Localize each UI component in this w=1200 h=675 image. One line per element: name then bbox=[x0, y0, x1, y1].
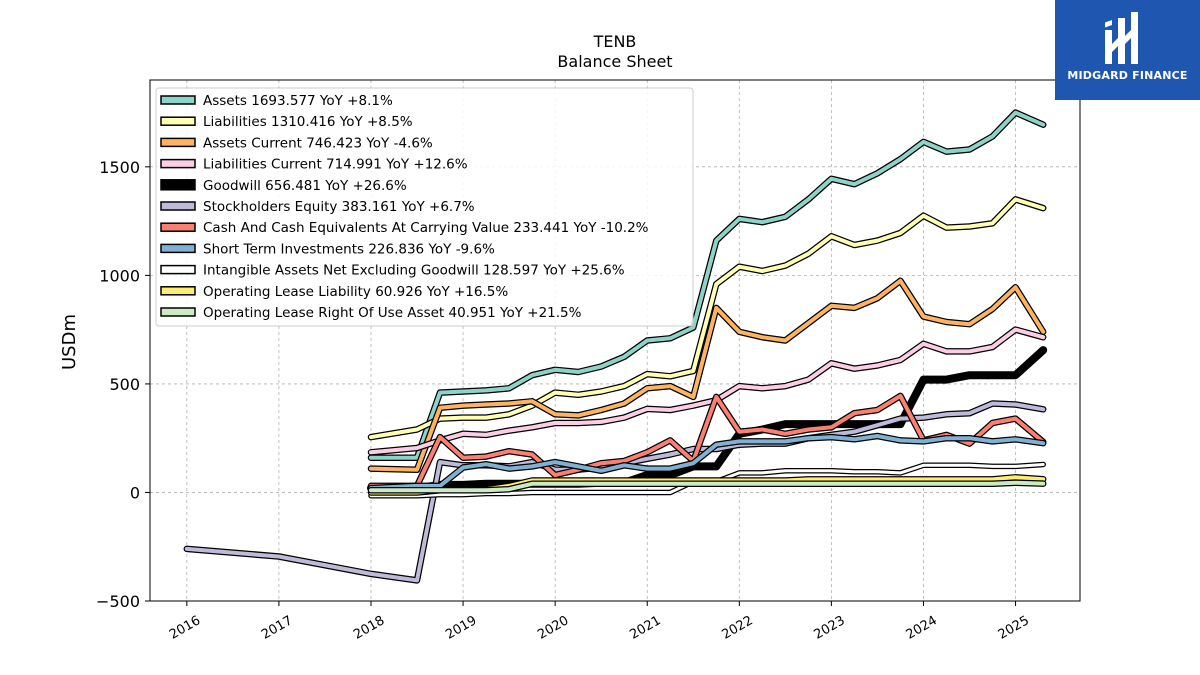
legend-label: Operating Lease Liability 60.926 YoY +16… bbox=[203, 284, 508, 300]
x-tick-label: 2022 bbox=[719, 613, 755, 643]
legend-label: Operating Lease Right Of Use Asset 40.95… bbox=[203, 305, 582, 321]
series-line bbox=[367, 277, 1047, 473]
series-line-fill bbox=[369, 110, 1046, 460]
series-line bbox=[367, 196, 1047, 441]
legend-label: Liabilities Current 714.991 YoY +12.6% bbox=[203, 157, 468, 173]
series-layer bbox=[183, 109, 1048, 584]
y-tick-label: 0 bbox=[130, 483, 140, 502]
y-tick-label: 500 bbox=[109, 375, 140, 394]
legend-label: Cash And Cash Equivalents At Carrying Va… bbox=[203, 220, 649, 236]
series-line bbox=[367, 432, 1047, 492]
series-line-fill bbox=[369, 197, 1046, 440]
plot-frame bbox=[149, 79, 1081, 602]
legend-label: Assets 1693.577 YoY +8.1% bbox=[203, 93, 393, 109]
midgard-finance-logo: MIDGARD FINANCE bbox=[1055, 0, 1200, 100]
series-line bbox=[367, 479, 1047, 494]
series-line bbox=[367, 109, 1047, 461]
legend-label: Intangible Assets Net Excluding Goodwill… bbox=[203, 263, 625, 279]
legend-swatch bbox=[160, 158, 196, 169]
x-tick-label: 2016 bbox=[167, 613, 203, 643]
legend-swatch bbox=[160, 95, 196, 105]
legend-label: Goodwill 656.481 YoY +26.6% bbox=[203, 178, 407, 194]
legend-swatch bbox=[160, 286, 196, 296]
series-line-fill bbox=[369, 434, 1046, 491]
x-axis: 2016 2017 2018 2019 2020 2021 2022 2023 2024 2025 bbox=[167, 601, 1032, 643]
y-tick-label: 1000 bbox=[99, 266, 140, 285]
legend-swatch bbox=[160, 137, 196, 148]
x-tick-label: 2017 bbox=[259, 613, 295, 643]
x-tick-label: 2019 bbox=[443, 613, 479, 643]
chart-title: TENB bbox=[593, 32, 637, 51]
chart-subtitle: Balance Sheet bbox=[557, 52, 672, 71]
legend-swatch bbox=[160, 243, 196, 254]
series-line-fill bbox=[369, 278, 1046, 472]
legend-box bbox=[155, 87, 694, 327]
legend-label: Short Term Investments 226.836 YoY -9.6% bbox=[203, 241, 495, 257]
legend-label: Liabilities 1310.416 YoY +8.5% bbox=[203, 114, 413, 130]
legend-label: Assets Current 746.423 YoY -4.6% bbox=[203, 135, 433, 151]
brand-name: MIDGARD FINANCE bbox=[1067, 69, 1188, 82]
x-tick-label: 2020 bbox=[535, 613, 571, 643]
legend-swatch bbox=[160, 307, 196, 317]
legend-label: Stockholders Equity 383.161 YoY +6.7% bbox=[203, 199, 475, 215]
legend-swatch bbox=[160, 222, 196, 232]
midgard-logo-icon bbox=[1101, 10, 1153, 72]
y-axis: −500 0 500 1000 1500 bbox=[96, 158, 150, 611]
y-tick-label: −500 bbox=[96, 592, 140, 611]
x-tick-label: 2021 bbox=[627, 613, 663, 643]
x-tick-label: 2023 bbox=[812, 613, 848, 643]
legend-swatch bbox=[160, 179, 196, 191]
x-tick-label: 2018 bbox=[351, 613, 387, 643]
y-tick-label: 1500 bbox=[99, 158, 140, 177]
legend-swatch bbox=[160, 264, 196, 275]
legend-swatch bbox=[160, 201, 196, 211]
x-tick-label: 2025 bbox=[996, 613, 1032, 643]
y-axis-label: USDm bbox=[59, 314, 80, 370]
series-line-fill bbox=[369, 480, 1046, 493]
legend-swatch bbox=[160, 116, 196, 126]
legend: Assets 1693.577 YoY +8.1% Liabilities 131… bbox=[155, 87, 694, 327]
x-tick-label: 2024 bbox=[904, 613, 940, 643]
